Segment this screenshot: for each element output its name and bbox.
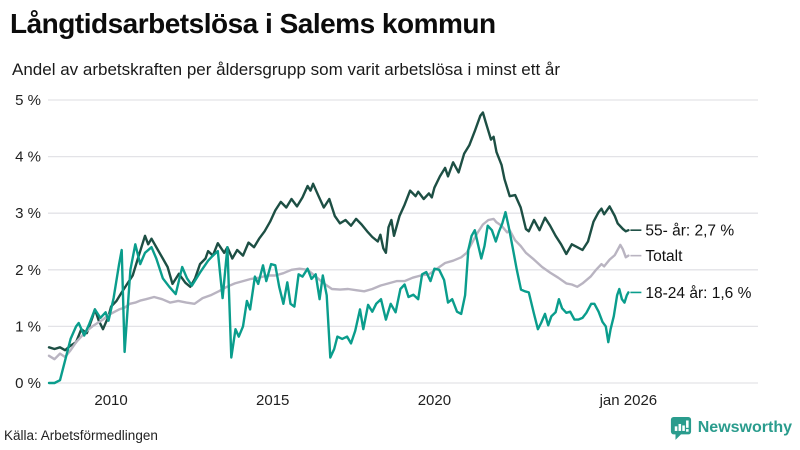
x-tick-label: 2020 bbox=[418, 392, 451, 409]
chart-subtitle: Andel av arbetskraften per åldersgrupp s… bbox=[12, 60, 561, 79]
newsworthy-logo-icon bbox=[670, 416, 692, 440]
newsworthy-branding: Newsworthy bbox=[670, 416, 792, 440]
x-tick-label: jan 2026 bbox=[599, 392, 658, 409]
series-line-55-ar bbox=[47, 111, 630, 352]
y-tick-label: 5 % bbox=[15, 92, 41, 109]
newsworthy-wordmark: Newsworthy bbox=[697, 419, 792, 436]
legend-label-18-24-ar: 18-24 år: 1,6 % bbox=[645, 285, 751, 302]
y-tick-label: 1 % bbox=[15, 318, 41, 335]
source-note: Källa: Arbetsförmedlingen bbox=[4, 428, 158, 443]
page-title: Långtidsarbetslösa i Salems kommun bbox=[10, 8, 496, 39]
y-tick-label: 3 % bbox=[15, 205, 41, 222]
legend-label-55-ar: 55- år: 2,7 % bbox=[645, 223, 734, 240]
y-tick-label: 0 % bbox=[15, 375, 41, 392]
series-line-18-24-ar bbox=[47, 210, 630, 385]
x-tick-label: 2010 bbox=[94, 392, 127, 409]
y-tick-label: 2 % bbox=[15, 262, 41, 279]
x-tick-label: 2015 bbox=[256, 392, 289, 409]
y-tick-label: 4 % bbox=[15, 149, 41, 166]
legend-label-totalt: Totalt bbox=[645, 248, 683, 265]
